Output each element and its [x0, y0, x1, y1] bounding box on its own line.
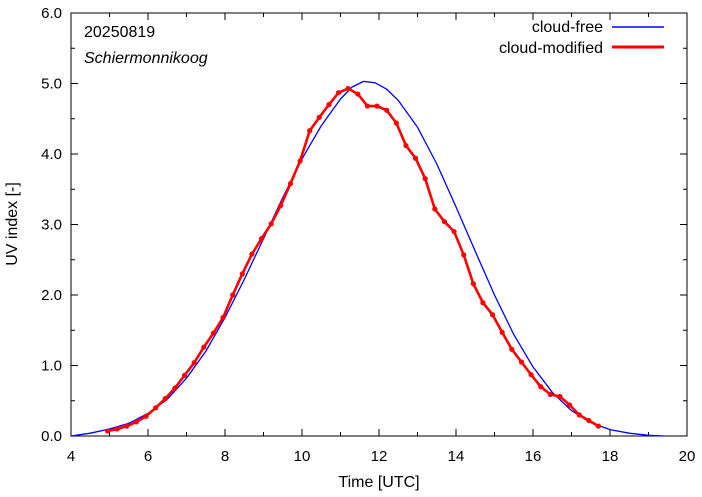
data-point	[374, 103, 380, 109]
y-tick-label: 6.0	[41, 5, 62, 22]
y-tick-label: 2.0	[41, 287, 62, 304]
y-tick-label: 4.0	[41, 146, 62, 163]
data-point	[403, 142, 409, 149]
data-point	[143, 413, 149, 419]
x-tick-label: 8	[221, 448, 229, 465]
data-point	[489, 312, 496, 318]
data-point	[557, 393, 563, 400]
data-point	[210, 330, 217, 336]
plot-frame	[70, 12, 688, 437]
data-point	[201, 344, 207, 350]
y-tick-labels: 0.0 1.0 2.0 3.0 4.0 5.0 6.0	[41, 5, 62, 445]
data-point	[345, 85, 351, 92]
data-point	[499, 329, 505, 335]
data-point	[422, 176, 428, 182]
data-point	[384, 107, 390, 113]
data-point	[538, 384, 544, 390]
legend-label-cloud-free: cloud-free	[532, 19, 603, 36]
data-point	[133, 419, 140, 425]
x-tick-label: 16	[525, 448, 542, 465]
data-point	[153, 405, 159, 411]
data-point	[393, 120, 399, 126]
date-annotation: 20250819	[84, 24, 155, 41]
data-point	[297, 158, 303, 164]
data-point	[172, 385, 178, 391]
data-point	[124, 423, 130, 429]
data-point	[191, 360, 197, 366]
data-point	[230, 292, 236, 298]
series-lines	[70, 80, 664, 437]
series-line-cloud-modified	[107, 87, 600, 433]
data-point	[220, 314, 226, 321]
data-point	[451, 228, 457, 235]
x-tick-label: 10	[294, 448, 311, 465]
x-tick-label: 18	[602, 448, 619, 465]
data-point	[114, 426, 120, 432]
data-point	[316, 114, 322, 120]
data-point	[432, 206, 438, 212]
data-point	[547, 391, 553, 398]
data-point	[480, 300, 486, 306]
legend-label-cloud-modified: cloud-modified	[499, 40, 603, 57]
series-markers	[104, 85, 602, 434]
data-point	[335, 90, 342, 96]
data-point	[162, 396, 168, 402]
data-point	[470, 281, 476, 287]
data-point	[509, 346, 515, 352]
x-axis-label: Time [UTC]	[338, 474, 419, 491]
data-point	[518, 359, 525, 365]
x-tick-label: 20	[679, 448, 696, 465]
axis-ticks	[70, 12, 688, 437]
data-point	[586, 417, 592, 424]
x-tick-label: 6	[144, 448, 152, 465]
data-point	[595, 423, 602, 429]
data-point	[104, 428, 111, 434]
y-tick-label: 0.0	[41, 428, 62, 445]
y-tick-label: 3.0	[41, 217, 62, 234]
y-tick-label: 5.0	[41, 76, 62, 93]
data-point	[355, 91, 361, 97]
y-tick-label: 1.0	[41, 358, 62, 375]
series-line-cloud-free	[70, 80, 664, 437]
data-point	[239, 271, 245, 277]
data-point	[364, 103, 371, 109]
data-point	[278, 202, 284, 209]
x-tick-labels: 4 6 8 10 12 14 16 18 20	[67, 448, 696, 465]
y-axis-label: UV index [-]	[4, 182, 21, 266]
data-point	[528, 372, 534, 378]
legend: cloud-free cloud-modified	[499, 19, 664, 57]
data-point	[441, 219, 448, 225]
data-point	[268, 221, 274, 227]
x-tick-label: 4	[67, 448, 75, 465]
x-tick-label: 14	[448, 448, 465, 465]
location-annotation: Schiermonnikoog	[84, 50, 208, 67]
data-point	[412, 155, 419, 161]
x-tick-label: 12	[371, 448, 388, 465]
data-point	[307, 128, 313, 134]
data-point	[461, 252, 467, 258]
data-point	[181, 372, 188, 378]
data-point	[566, 402, 573, 408]
data-point	[249, 251, 255, 257]
data-point	[326, 102, 332, 108]
data-point	[576, 412, 582, 418]
data-point	[258, 236, 265, 242]
data-point	[287, 181, 294, 187]
